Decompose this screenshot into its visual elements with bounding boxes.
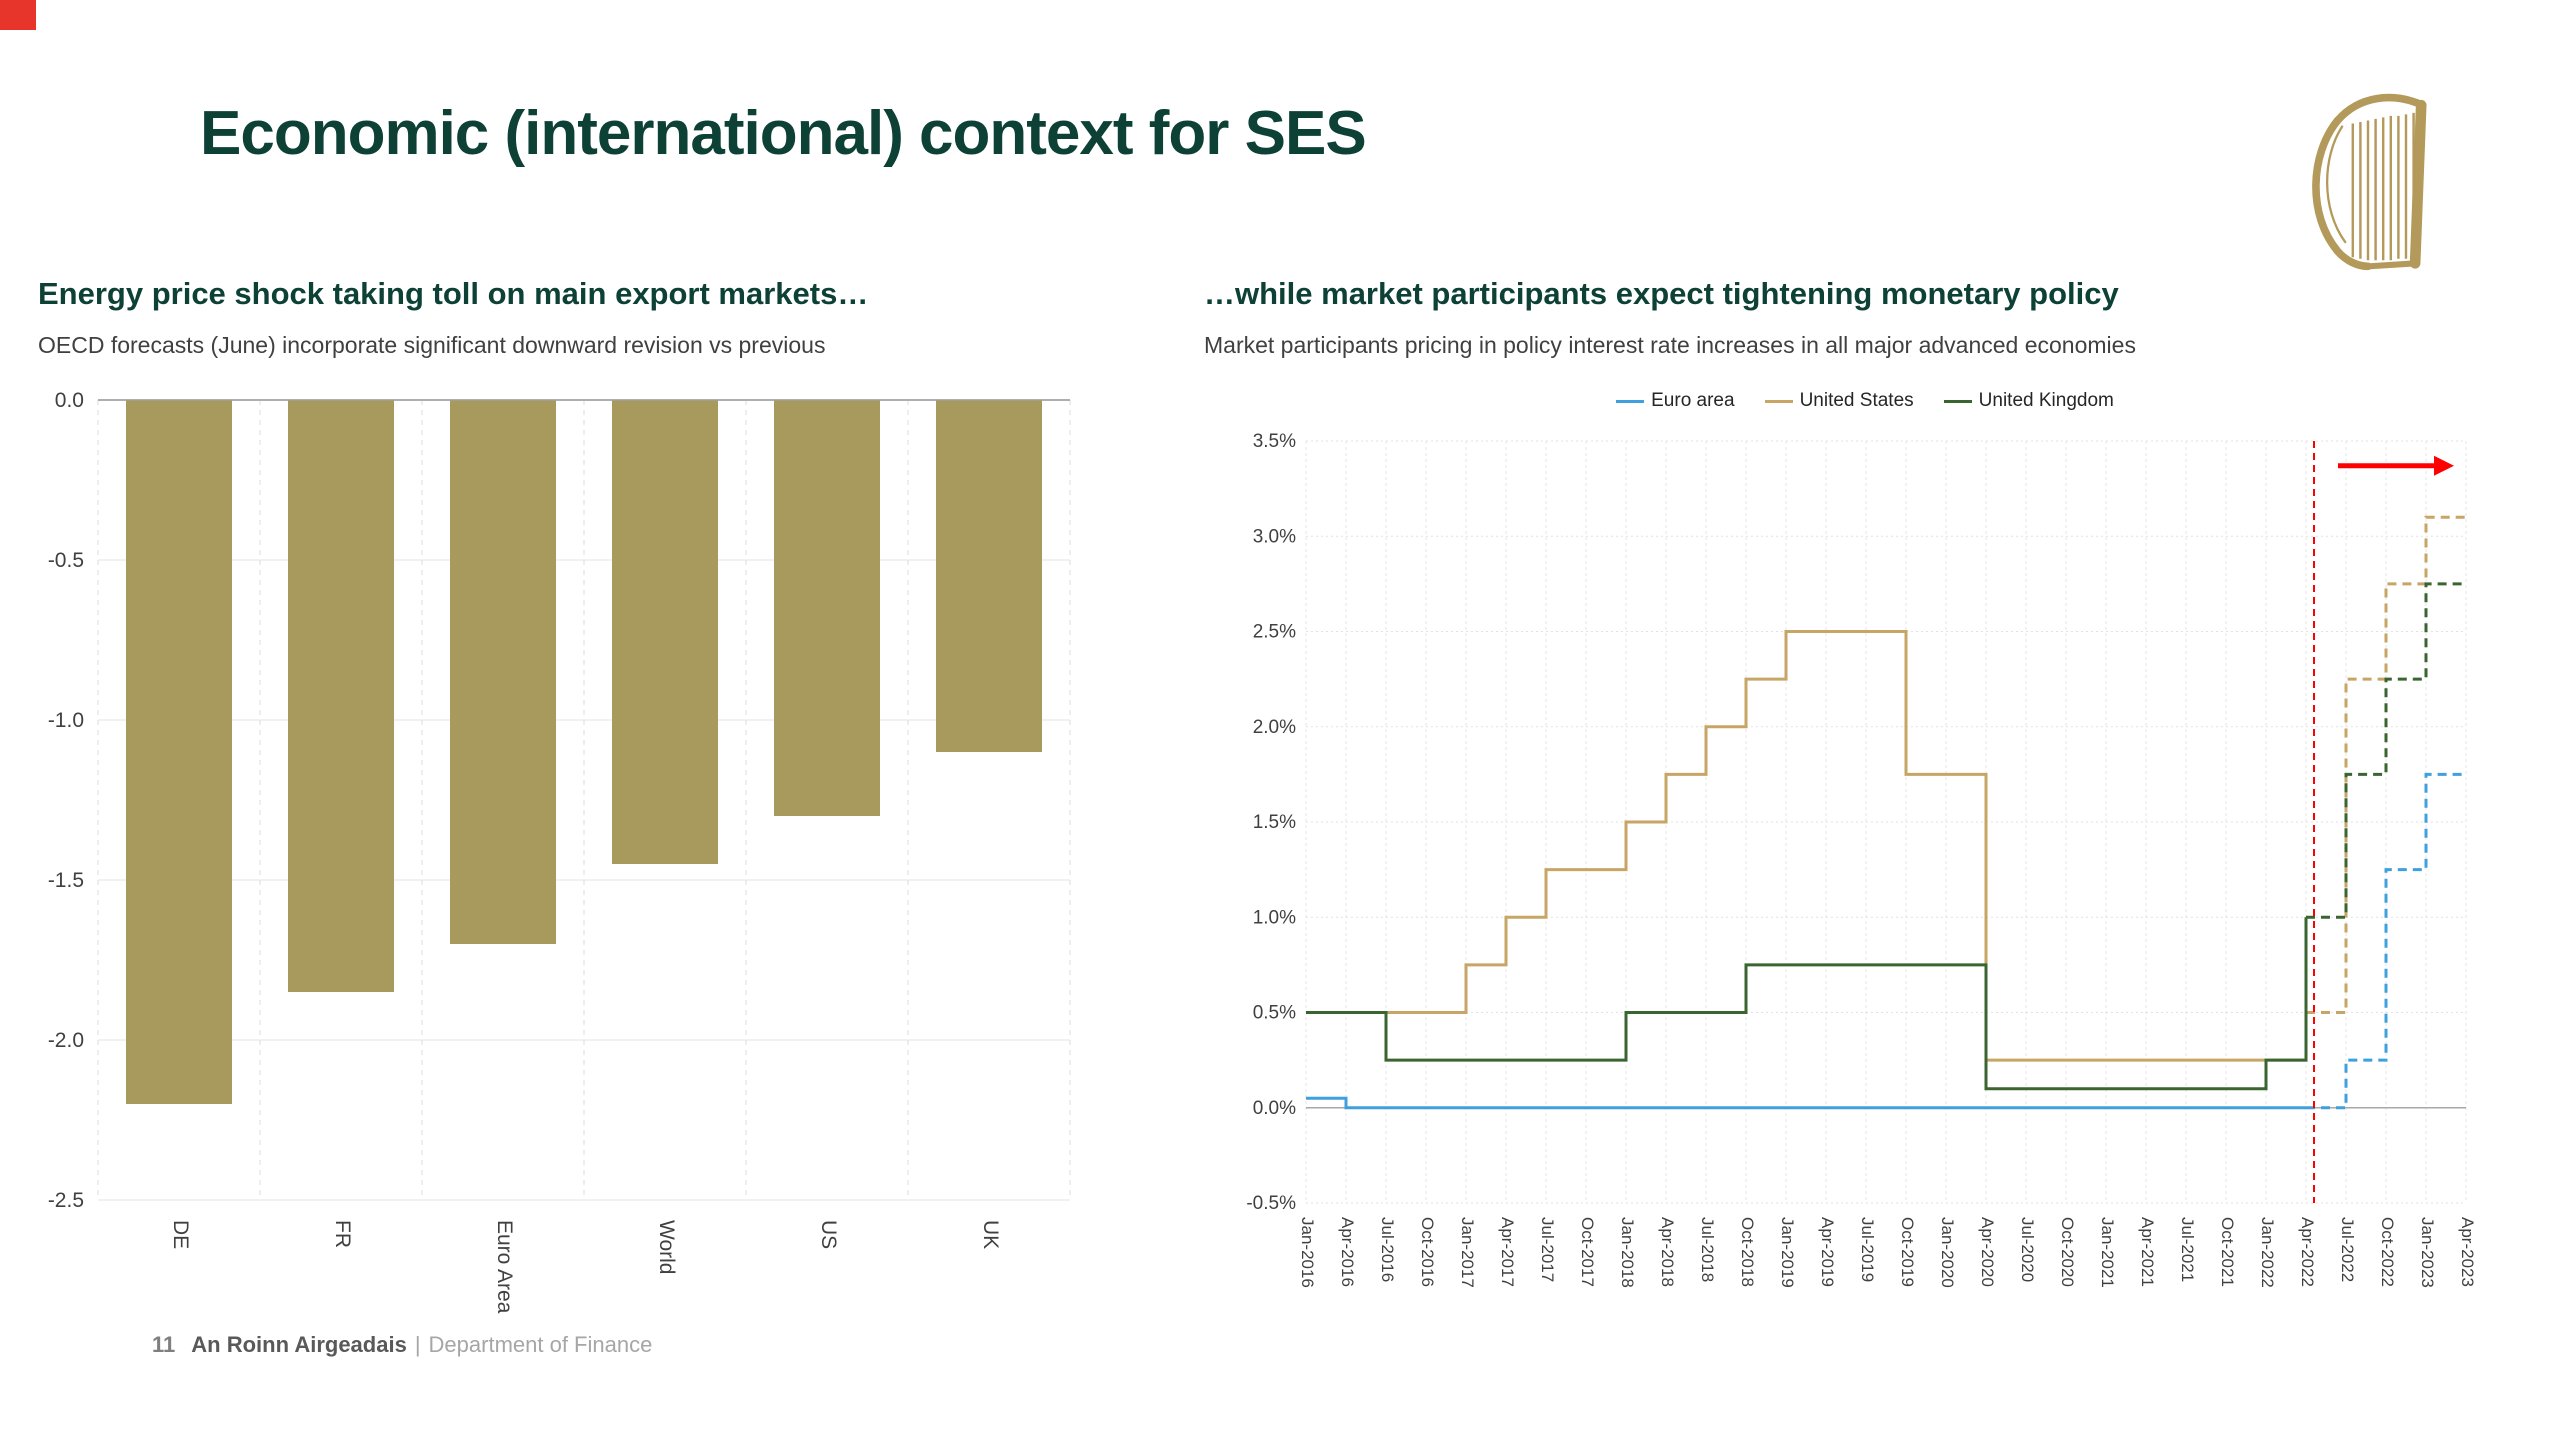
y-tick-label: 2.0%: [1253, 717, 1296, 738]
legend-swatch-euro-area: [1616, 399, 1645, 403]
x-category-label: UK: [979, 1220, 1002, 1249]
y-tick-label: 0.0%: [1253, 1098, 1296, 1119]
x-tick-label: Oct-2021: [2218, 1217, 2237, 1287]
y-tick-label: 3.0%: [1253, 526, 1296, 547]
left-chart-subtitle: OECD forecasts (June) incorporate signif…: [38, 332, 826, 358]
legend-label-euro-area: Euro area: [1651, 390, 1735, 411]
slide-footer: 11 An Roinn Airgeadais | Department of Fina…: [152, 1332, 652, 1358]
bar-de: [126, 400, 232, 1104]
y-tick-label: 0.5%: [1253, 1003, 1296, 1024]
y-tick-label: -0.5: [48, 549, 84, 572]
x-tick-label: Apr-2017: [1498, 1217, 1517, 1287]
line-chart: 3.5%3.0%2.5%2.0%1.5%1.0%0.5%0.0%-0.5%Jan…: [1246, 431, 2477, 1288]
x-tick-label: Jul-2018: [1698, 1217, 1717, 1282]
series-euro-area-forecast: [2306, 772, 2466, 1110]
bar-world: [612, 400, 718, 864]
y-tick-label: -2.0: [48, 1029, 84, 1052]
y-tick-label: 3.5%: [1253, 431, 1296, 452]
y-tick-label: 2.5%: [1253, 622, 1296, 643]
y-tick-label: -2.5: [48, 1189, 84, 1212]
x-category-label: DE: [169, 1220, 192, 1249]
y-tick-label: 1.0%: [1253, 907, 1296, 928]
footer-separator: |: [414, 1332, 421, 1357]
x-tick-label: Jan-2022: [2258, 1217, 2277, 1288]
x-tick-label: Oct-2019: [1898, 1217, 1917, 1287]
org-name-irish: An Roinn Airgeadais: [191, 1332, 407, 1357]
series-united-states-forecast: [2306, 515, 2466, 1014]
right-chart-subtitle: Market participants pricing in policy in…: [1204, 332, 2136, 358]
legend-label-united-states: United States: [1799, 390, 1914, 411]
x-tick-label: Jan-2018: [1618, 1217, 1637, 1288]
x-tick-label: Jan-2020: [1938, 1217, 1957, 1288]
x-tick-label: Apr-2021: [2138, 1217, 2157, 1287]
series-united-states-historic: [1306, 630, 2308, 1062]
x-category-label: Euro Area: [493, 1220, 516, 1314]
x-tick-label: Apr-2023: [2458, 1217, 2477, 1287]
x-tick-label: Apr-2018: [1658, 1217, 1677, 1287]
x-tick-label: Jan-2019: [1778, 1217, 1797, 1288]
x-tick-label: Jul-2016: [1378, 1217, 1397, 1282]
legend-item-united-kingdom: United Kingdom: [1943, 390, 2114, 412]
legend-swatch-united-states: [1764, 399, 1793, 403]
x-tick-label: Apr-2022: [2298, 1217, 2317, 1287]
x-tick-label: Jul-2021: [2178, 1217, 2197, 1282]
series-euro-area-historic: [1306, 1096, 2306, 1110]
x-tick-label: Apr-2016: [1338, 1217, 1357, 1287]
harp-logo-svg: [2312, 93, 2427, 271]
x-category-label: World: [655, 1220, 678, 1274]
x-tick-label: Oct-2017: [1578, 1217, 1597, 1287]
bar-fr: [288, 400, 394, 992]
x-tick-label: Jan-2016: [1298, 1217, 1317, 1288]
x-category-label: US: [817, 1220, 840, 1249]
x-tick-label: Jul-2022: [2338, 1217, 2357, 1282]
legend-item-united-states: United States: [1764, 390, 1914, 412]
right-chart-title: …while market participants expect tighte…: [1204, 276, 2119, 311]
legend-item-euro-area: Euro area: [1616, 390, 1735, 412]
x-tick-label: Apr-2020: [1978, 1217, 1997, 1287]
corner-marker: [0, 0, 36, 30]
legend-swatch-united-kingdom: [1943, 399, 1972, 403]
left-panel: Energy price shock taking toll on main e…: [38, 276, 1118, 359]
left-chart-title: Energy price shock taking toll on main e…: [38, 276, 869, 311]
line-chart-legend: Euro area United States United Kingdom: [1240, 390, 2490, 412]
tightening-arrow-head: [2434, 455, 2454, 476]
y-tick-label: -1.5: [48, 869, 84, 892]
x-tick-label: Oct-2016: [1418, 1217, 1437, 1287]
x-tick-label: Jul-2019: [1858, 1217, 1877, 1282]
x-tick-label: Apr-2019: [1818, 1217, 1837, 1287]
x-tick-label: Jan-2017: [1458, 1217, 1477, 1288]
bar-euro-area: [450, 400, 556, 944]
harp-strings: [2351, 112, 2415, 261]
series-united-kingdom-forecast: [2306, 582, 2466, 919]
y-tick-label: -0.5%: [1246, 1193, 1296, 1214]
slide-title: Economic (international) context for SES: [200, 99, 1367, 168]
harp-frame: [2312, 93, 2427, 271]
bar-chart: 0.0 -0.5 -1.0 -1.5 -2.0 -2.5 DE FR Euro Area Worl…: [48, 389, 1071, 1314]
page-number: 11: [152, 1332, 176, 1357]
harp-logo: [2292, 86, 2444, 278]
y-tick-label: 0.0: [55, 389, 84, 412]
x-tick-label: Jan-2023: [2418, 1217, 2437, 1288]
bar-uk: [936, 400, 1042, 752]
org-name-english: Department of Finance: [428, 1332, 653, 1357]
bar-us: [774, 400, 880, 816]
series-united-kingdom-historic: [1306, 917, 2308, 1091]
x-tick-label: Oct-2018: [1738, 1217, 1757, 1287]
x-tick-label: Oct-2020: [2058, 1217, 2077, 1287]
legend-label-united-kingdom: United Kingdom: [1978, 390, 2114, 411]
y-tick-label: -1.0: [48, 709, 84, 732]
y-tick-label: 1.5%: [1253, 812, 1296, 833]
x-tick-label: Jul-2020: [2018, 1217, 2037, 1282]
x-category-label: FR: [331, 1220, 354, 1248]
right-panel: …while market participants expect tighte…: [1204, 276, 2534, 359]
x-tick-label: Jan-2021: [2098, 1217, 2117, 1288]
x-tick-label: Oct-2022: [2378, 1217, 2397, 1287]
x-tick-label: Jul-2017: [1538, 1217, 1557, 1282]
